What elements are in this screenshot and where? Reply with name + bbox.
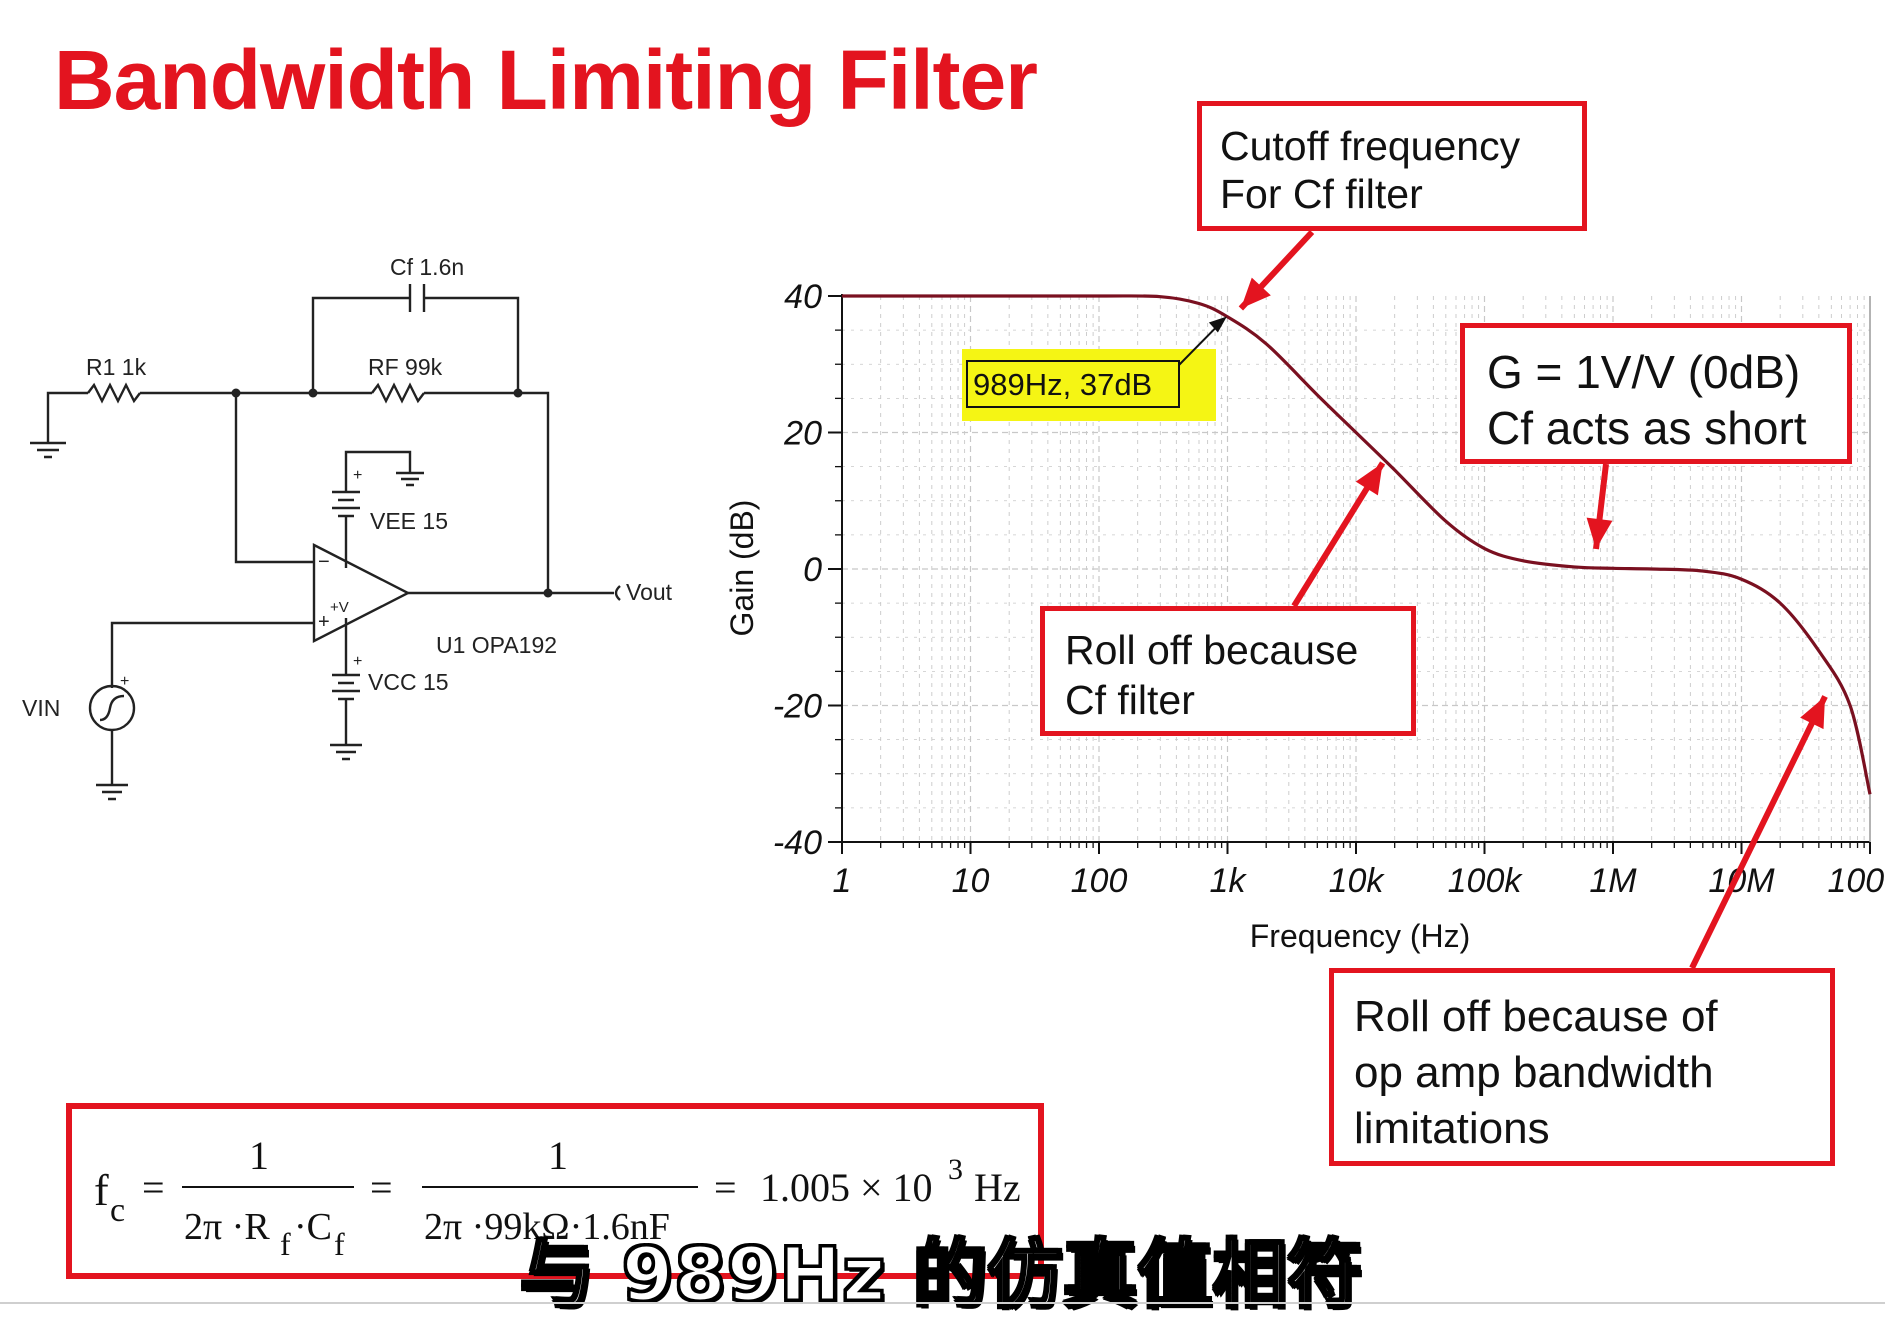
- eq-numerator-2: 1: [548, 1133, 568, 1178]
- callout-cutoff-line1: Cutoff frequency: [1220, 122, 1564, 170]
- y-tick-label: -20: [773, 688, 822, 726]
- eq-numerator-1: 1: [249, 1133, 269, 1178]
- video-subtitle: 与 989Hz 的仿真值相符: [520, 1215, 1363, 1322]
- callout-cutoff-line2: For Cf filter: [1220, 170, 1564, 218]
- callout-rolloff-opamp-line1: Roll off because of: [1354, 989, 1810, 1045]
- x-axis-label: Frequency (Hz): [1250, 918, 1471, 954]
- callout-rolloff-opamp-line2: op amp bandwidth: [1354, 1045, 1810, 1101]
- eq-exponent: 3: [948, 1153, 963, 1186]
- eq-lhs-subscript: c: [110, 1192, 125, 1229]
- x-tick-label: 100: [1071, 862, 1128, 900]
- bode-gain-chart: 1101001k10k100k1M10M100M40200-20-40 Freq…: [0, 0, 1885, 1000]
- callout-rolloff-cf-line2: Cf filter: [1065, 675, 1391, 725]
- callout-cutoff: Cutoff frequency For Cf filter: [1197, 101, 1587, 231]
- y-tick-label: -40: [773, 824, 822, 862]
- callout-rolloff-cf: Roll off because Cf filter: [1040, 606, 1416, 736]
- x-tick-label: 10k: [1329, 862, 1386, 900]
- marker-label: 989Hz, 37dB: [973, 367, 1152, 402]
- callout-unity-line2: Cf acts as short: [1487, 400, 1825, 456]
- y-tick-label: 20: [783, 415, 822, 453]
- divider: [0, 1302, 1885, 1304]
- eq-denominator-1-sub2: f: [334, 1226, 345, 1262]
- eq-unit: Hz: [974, 1165, 1021, 1210]
- callout-rolloff-opamp: Roll off because of op amp bandwidth lim…: [1329, 968, 1835, 1166]
- eq-equals-2: =: [370, 1165, 393, 1210]
- x-tick-label: 10: [952, 862, 990, 900]
- eq-denominator-1a: 2π ·R: [184, 1206, 270, 1248]
- x-tick-label: 1: [833, 862, 852, 900]
- x-tick-label: 1k: [1210, 862, 1248, 900]
- x-tick-label: 1M: [1589, 862, 1637, 900]
- eq-result: 1.005 × 10: [760, 1165, 933, 1210]
- y-axis-label: Gain (dB): [724, 500, 760, 637]
- y-tick-label: 40: [784, 278, 822, 316]
- eq-equals-1: =: [142, 1165, 165, 1210]
- eq-denominator-1-sub1: f: [280, 1226, 291, 1262]
- eq-denominator-1b: ·C: [294, 1206, 332, 1248]
- y-tick-label: 0: [803, 551, 822, 589]
- callout-unity-gain: G = 1V/V (0dB) Cf acts as short: [1460, 323, 1852, 464]
- callout-rolloff-opamp-line3: limitations: [1354, 1101, 1810, 1157]
- eq-lhs-f: f: [94, 1166, 109, 1215]
- eq-equals-3: =: [714, 1165, 737, 1210]
- x-tick-label: 100M: [1827, 862, 1885, 900]
- callout-unity-line1: G = 1V/V (0dB): [1487, 344, 1825, 400]
- x-tick-label: 100k: [1448, 862, 1524, 900]
- callout-rolloff-cf-line1: Roll off because: [1065, 625, 1391, 675]
